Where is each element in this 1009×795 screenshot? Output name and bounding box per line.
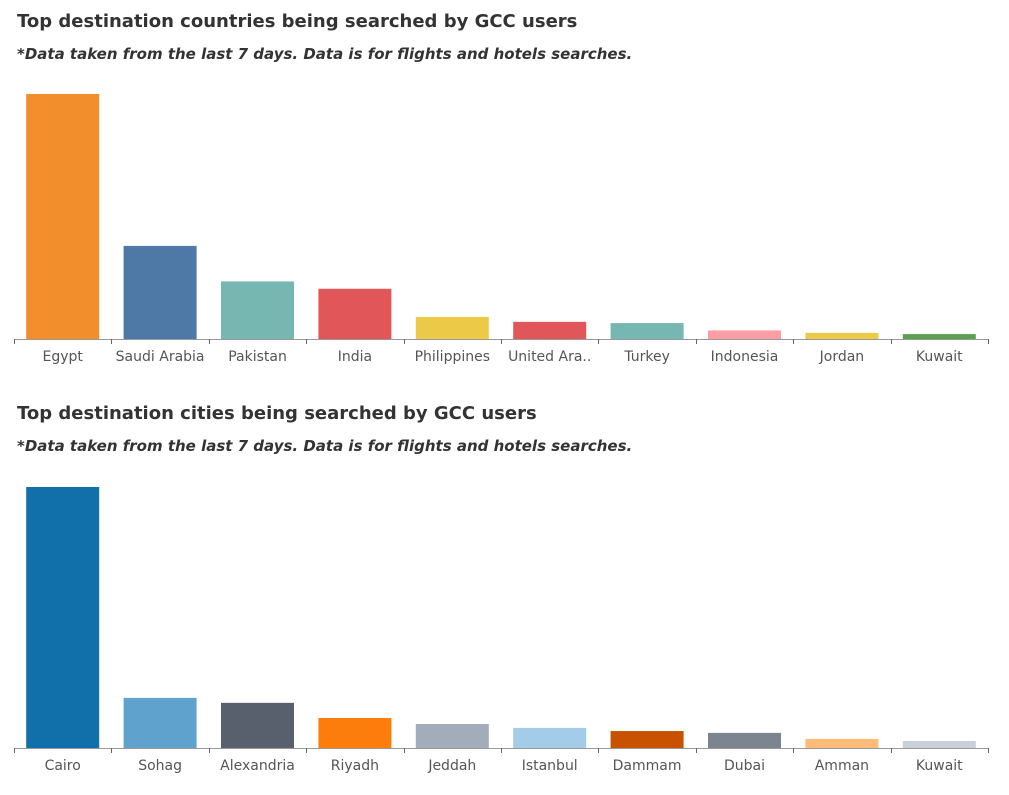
bar-pakistan[interactable] (221, 281, 294, 339)
bar-turkey[interactable] (610, 323, 684, 339)
x-tick-label: India (338, 349, 372, 365)
bar-amman[interactable] (805, 738, 879, 748)
countries-bar-chart: Egypt Saudi Arabia Pakistan India Philippine… (14, 94, 989, 365)
bar-istanbul[interactable] (513, 727, 587, 748)
chart-subtitle: *Data taken from the last 7 days. Data i… (17, 45, 633, 63)
x-tick-label: Philippines (415, 349, 490, 365)
x-tick-label: Jeddah (427, 758, 476, 774)
x-tick-label: Alexandria (220, 758, 295, 774)
x-tick-label: Jordan (819, 349, 865, 365)
x-tick-label: Sohag (138, 758, 182, 774)
x-tick-label: United Ara.. (508, 349, 591, 365)
x-tick-label: Cairo (45, 758, 81, 774)
bar-jeddah[interactable] (415, 723, 489, 748)
bar-united-ara[interactable] (513, 321, 587, 339)
chart-title: Top destination countries being searched… (17, 11, 578, 32)
x-tick-label: Egypt (42, 349, 83, 365)
bar-sohag[interactable] (123, 697, 197, 748)
bar-indonesia[interactable] (708, 330, 781, 339)
bar-dubai[interactable] (708, 732, 781, 748)
x-tick-label: Kuwait (916, 758, 963, 774)
x-tick-label: Dammam (613, 758, 682, 774)
chart-title: Top destination cities being searched by… (17, 403, 537, 424)
x-tick-label: Indonesia (711, 349, 779, 365)
x-tick-label: Saudi Arabia (116, 349, 205, 365)
bar-kuwait[interactable] (902, 740, 976, 748)
x-tick-label: Amman (815, 758, 869, 774)
x-tick-label: Riyadh (331, 758, 379, 774)
bar-philippines[interactable] (415, 316, 489, 339)
bar-cairo[interactable] (26, 487, 100, 748)
bar-kuwait[interactable] (902, 334, 976, 339)
bar-jordan[interactable] (805, 332, 879, 339)
bar-saudi-arabia[interactable] (123, 245, 197, 339)
bar-egypt[interactable] (26, 94, 100, 339)
bar-riyadh[interactable] (318, 717, 392, 748)
x-tick-label: Istanbul (522, 758, 578, 774)
bar-dammam[interactable] (610, 731, 684, 748)
bar-india[interactable] (318, 288, 392, 339)
x-tick-label: Turkey (623, 349, 670, 365)
bar-alexandria[interactable] (221, 702, 294, 748)
chart-subtitle: *Data taken from the last 7 days. Data i… (17, 437, 633, 455)
x-tick-label: Kuwait (916, 349, 963, 365)
x-tick-label: Dubai (724, 758, 765, 774)
x-tick-label: Pakistan (228, 349, 287, 365)
